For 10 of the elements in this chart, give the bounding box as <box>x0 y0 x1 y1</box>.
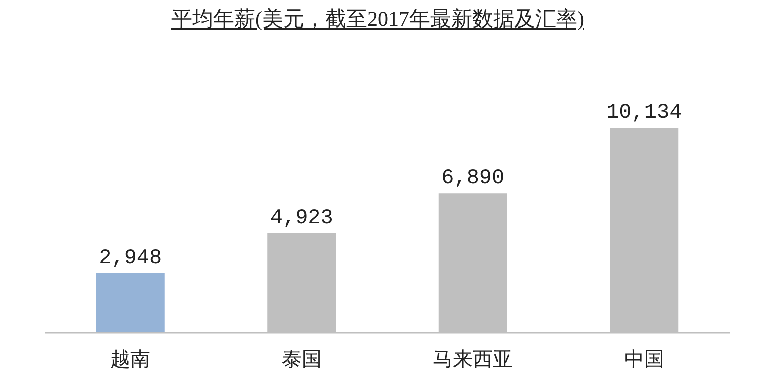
data-label: 4,923 <box>270 207 334 230</box>
x-tick-label: 马来西亚 <box>433 347 514 371</box>
data-label: 6,890 <box>442 168 505 191</box>
data-label: 2,948 <box>99 247 162 270</box>
data-label: 10,134 <box>606 102 682 125</box>
bar <box>96 273 165 333</box>
x-tick-label: 越南 <box>110 347 151 371</box>
chart-title: 平均年薪(美元，截至2017年最新数据及汇率) <box>172 7 584 31</box>
x-tick-label: 中国 <box>624 347 664 371</box>
x-tick-label: 泰国 <box>282 347 322 371</box>
